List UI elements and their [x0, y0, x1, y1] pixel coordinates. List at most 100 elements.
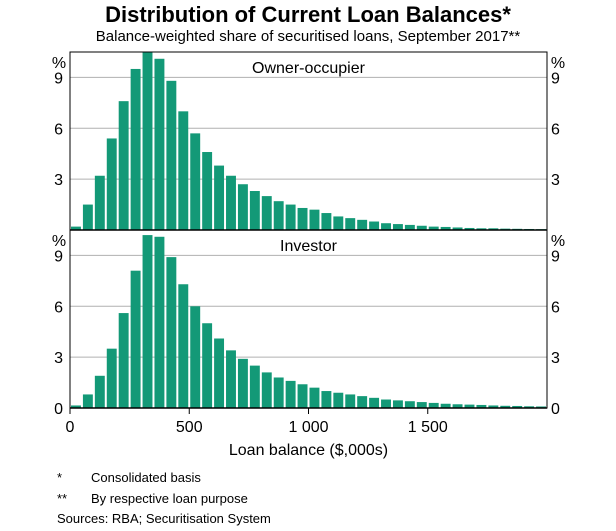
y-unit-left: %: [52, 55, 66, 72]
bar: [82, 204, 93, 230]
y-tick-label-right: 9: [551, 248, 560, 265]
panel-frame: [69, 229, 548, 409]
bar: [512, 405, 523, 408]
footnote-2-mark: **: [57, 491, 68, 506]
x-axis-label: Loan balance ($,000s): [229, 442, 388, 459]
bar: [154, 236, 165, 408]
bar: [130, 68, 141, 230]
y-tick-label-right: 3: [551, 350, 560, 367]
bar: [166, 80, 177, 230]
bar: [273, 201, 284, 230]
bar: [178, 284, 189, 408]
y-tick-label-right: 0: [551, 401, 560, 418]
y-tick-label-left: 3: [54, 350, 63, 367]
bar: [345, 218, 356, 230]
bar: [249, 191, 260, 230]
y-tick-label-left: 6: [54, 121, 63, 138]
footnote-1-mark: *: [57, 470, 63, 485]
bar: [106, 348, 117, 408]
bar: [416, 402, 427, 408]
footnote-1: * Consolidated basis: [57, 470, 201, 485]
bar: [333, 216, 344, 230]
bar: [392, 224, 403, 230]
bar: [476, 228, 487, 230]
bar: [237, 184, 248, 230]
panel-title: Investor: [280, 238, 338, 255]
bar: [488, 228, 499, 230]
y-unit-right: %: [551, 233, 565, 250]
bar: [452, 227, 463, 230]
y-tick-label-right: 3: [551, 172, 560, 189]
bar: [404, 224, 415, 230]
bar: [440, 403, 451, 408]
bar: [82, 394, 93, 408]
bar: [142, 52, 153, 230]
bar: [381, 399, 391, 408]
y-unit-left: %: [52, 233, 66, 250]
bar: [249, 365, 260, 408]
x-tick-label: 1 000: [288, 419, 328, 436]
bar: [94, 175, 105, 230]
bar: [130, 270, 141, 408]
bar: [428, 226, 439, 230]
chart-subtitle: Balance-weighted share of securitised lo…: [95, 28, 521, 45]
bar: [321, 213, 332, 230]
sources-note: Sources: RBA; Securitisation System: [57, 511, 271, 526]
bar: [452, 404, 463, 408]
y-tick-label-left: 9: [54, 70, 63, 87]
footnote-1-text: Consolidated basis: [91, 470, 201, 485]
y-tick-label-right: 6: [551, 121, 560, 138]
y-tick-label-left: 9: [54, 248, 63, 265]
bar: [464, 404, 475, 408]
bar: [333, 392, 344, 408]
owner-occupier-panel: 3 3 6 6 9 9% % Owner-occupier: [52, 51, 565, 231]
bar: [500, 405, 511, 408]
bar: [309, 209, 320, 230]
y-unit-right: %: [551, 55, 565, 72]
bar: [345, 394, 356, 408]
bar: [428, 402, 439, 408]
bar: [118, 313, 129, 408]
bar: [106, 138, 117, 230]
bar: [476, 404, 487, 408]
bar: [118, 101, 129, 230]
bar: [202, 323, 213, 408]
bar: [357, 219, 368, 230]
bar: [202, 152, 213, 230]
footnote-2-text: By respective loan purpose: [91, 491, 248, 506]
bar: [273, 377, 284, 408]
bar: [285, 380, 296, 408]
bar: [71, 226, 81, 230]
bar: [309, 387, 320, 408]
bar: [190, 306, 201, 408]
y-tick-label-right: 9: [551, 70, 560, 87]
investor-panel: 0 0 3 3 6 6 9 9% % Investor: [52, 229, 565, 418]
bar: [154, 58, 165, 230]
bar: [71, 405, 81, 408]
bar: [404, 401, 415, 408]
bar: [488, 405, 499, 408]
bar: [261, 196, 272, 230]
bar: [94, 375, 105, 408]
bar: [297, 384, 308, 408]
bar: [392, 400, 403, 408]
bar: [321, 391, 332, 408]
bar: [226, 175, 236, 230]
bar: [381, 223, 391, 230]
y-tick-label-left: 6: [54, 299, 63, 316]
panel-title: Owner-occupier: [252, 60, 366, 77]
bar: [237, 358, 248, 408]
x-tick-label: 500: [176, 419, 203, 436]
shared-x-axis: 0 500 1 000 1 500 Loan balance ($,000s): [66, 408, 448, 459]
bar: [440, 226, 451, 230]
chart-title: Distribution of Current Loan Balances*: [105, 2, 511, 27]
y-tick-label-left: 3: [54, 172, 63, 189]
bar: [261, 372, 272, 408]
bar: [142, 235, 153, 408]
bar: [166, 257, 177, 408]
bar: [214, 338, 225, 408]
bar: [369, 397, 380, 408]
bar: [416, 225, 427, 230]
bar: [285, 204, 296, 230]
